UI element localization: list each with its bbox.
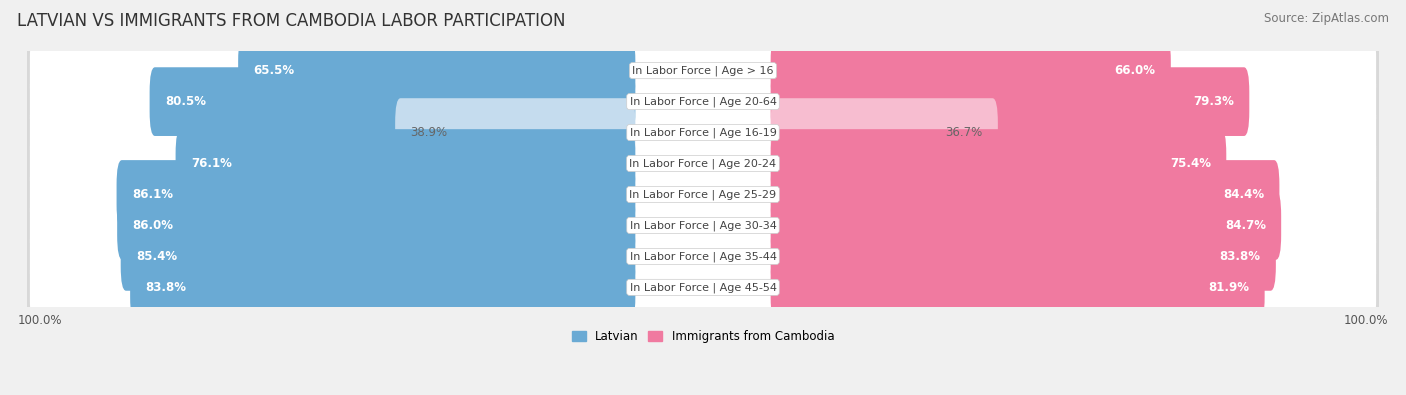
FancyBboxPatch shape [770, 222, 1275, 291]
Text: In Labor Force | Age 25-29: In Labor Force | Age 25-29 [630, 189, 776, 200]
FancyBboxPatch shape [770, 98, 998, 167]
Text: In Labor Force | Age > 16: In Labor Force | Age > 16 [633, 66, 773, 76]
FancyBboxPatch shape [27, 227, 1379, 286]
FancyBboxPatch shape [770, 191, 1281, 260]
Text: In Labor Force | Age 35-44: In Labor Force | Age 35-44 [630, 251, 776, 261]
FancyBboxPatch shape [395, 98, 636, 167]
FancyBboxPatch shape [27, 165, 1379, 224]
FancyBboxPatch shape [176, 129, 636, 198]
Text: 84.4%: 84.4% [1223, 188, 1264, 201]
Text: In Labor Force | Age 30-34: In Labor Force | Age 30-34 [630, 220, 776, 231]
FancyBboxPatch shape [117, 191, 636, 260]
Text: 80.5%: 80.5% [165, 95, 205, 108]
FancyBboxPatch shape [30, 227, 1376, 286]
Text: 38.9%: 38.9% [411, 126, 447, 139]
FancyBboxPatch shape [30, 196, 1376, 254]
FancyBboxPatch shape [238, 36, 636, 105]
FancyBboxPatch shape [30, 73, 1376, 131]
Text: 76.1%: 76.1% [191, 157, 232, 170]
Text: In Labor Force | Age 20-24: In Labor Force | Age 20-24 [630, 158, 776, 169]
FancyBboxPatch shape [30, 166, 1376, 224]
FancyBboxPatch shape [27, 72, 1379, 131]
FancyBboxPatch shape [149, 67, 636, 136]
FancyBboxPatch shape [30, 258, 1376, 316]
Text: 85.4%: 85.4% [136, 250, 177, 263]
FancyBboxPatch shape [27, 134, 1379, 193]
Text: 66.0%: 66.0% [1115, 64, 1156, 77]
FancyBboxPatch shape [770, 36, 1171, 105]
Text: In Labor Force | Age 45-54: In Labor Force | Age 45-54 [630, 282, 776, 293]
FancyBboxPatch shape [770, 253, 1264, 322]
Text: 86.1%: 86.1% [132, 188, 173, 201]
Legend: Latvian, Immigrants from Cambodia: Latvian, Immigrants from Cambodia [567, 325, 839, 348]
Text: 86.0%: 86.0% [132, 219, 173, 232]
Text: Source: ZipAtlas.com: Source: ZipAtlas.com [1264, 12, 1389, 25]
Text: 83.8%: 83.8% [1219, 250, 1261, 263]
Text: In Labor Force | Age 20-64: In Labor Force | Age 20-64 [630, 96, 776, 107]
Text: In Labor Force | Age 16-19: In Labor Force | Age 16-19 [630, 127, 776, 138]
FancyBboxPatch shape [27, 258, 1379, 317]
Text: 83.8%: 83.8% [145, 281, 187, 294]
FancyBboxPatch shape [27, 196, 1379, 255]
Text: 84.7%: 84.7% [1225, 219, 1265, 232]
FancyBboxPatch shape [770, 67, 1250, 136]
FancyBboxPatch shape [27, 41, 1379, 100]
FancyBboxPatch shape [30, 103, 1376, 162]
Text: 65.5%: 65.5% [253, 64, 294, 77]
FancyBboxPatch shape [770, 160, 1279, 229]
Text: LATVIAN VS IMMIGRANTS FROM CAMBODIA LABOR PARTICIPATION: LATVIAN VS IMMIGRANTS FROM CAMBODIA LABO… [17, 12, 565, 30]
FancyBboxPatch shape [30, 41, 1376, 100]
FancyBboxPatch shape [121, 222, 636, 291]
FancyBboxPatch shape [27, 103, 1379, 162]
FancyBboxPatch shape [30, 134, 1376, 193]
FancyBboxPatch shape [770, 129, 1226, 198]
Text: 79.3%: 79.3% [1194, 95, 1234, 108]
FancyBboxPatch shape [131, 253, 636, 322]
Text: 81.9%: 81.9% [1208, 281, 1250, 294]
Text: 36.7%: 36.7% [945, 126, 983, 139]
FancyBboxPatch shape [117, 160, 636, 229]
Text: 75.4%: 75.4% [1170, 157, 1211, 170]
